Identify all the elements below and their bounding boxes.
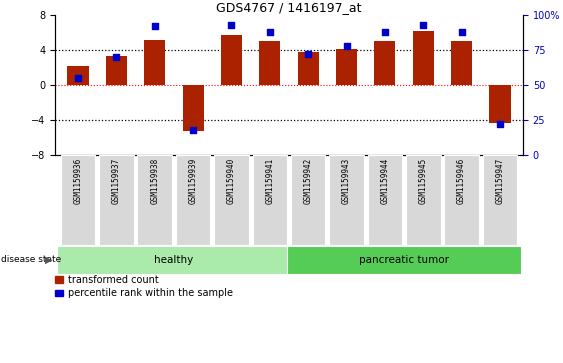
Text: GSM1159947: GSM1159947 [495,158,504,204]
Point [457,29,466,35]
Bar [144,40,166,85]
Legend: transformed count, percentile rank within the sample: transformed count, percentile rank withi… [55,275,233,298]
FancyBboxPatch shape [57,246,291,274]
Text: GSM1159940: GSM1159940 [227,158,236,204]
Text: GSM1159945: GSM1159945 [419,158,428,204]
FancyBboxPatch shape [214,155,249,245]
FancyBboxPatch shape [291,155,325,245]
Title: GDS4767 / 1416197_at: GDS4767 / 1416197_at [216,1,362,14]
Text: GSM1159944: GSM1159944 [381,158,390,204]
Point [303,51,312,57]
FancyBboxPatch shape [61,155,95,245]
Text: GSM1159941: GSM1159941 [265,158,274,204]
Text: GSM1159946: GSM1159946 [457,158,466,204]
Point [74,75,83,81]
Point [419,22,428,28]
Text: ▶: ▶ [44,255,52,265]
Bar [68,66,88,85]
Point [495,121,504,127]
FancyBboxPatch shape [482,155,517,245]
Bar [413,31,434,85]
Point [189,127,198,133]
FancyBboxPatch shape [137,155,172,245]
Bar [221,35,242,85]
Text: GSM1159938: GSM1159938 [150,158,159,204]
Bar [182,85,204,131]
Point [227,22,236,28]
Point [342,43,351,49]
Point [150,23,159,29]
FancyBboxPatch shape [406,155,440,245]
FancyBboxPatch shape [99,155,133,245]
Text: GSM1159942: GSM1159942 [303,158,312,204]
FancyBboxPatch shape [176,155,211,245]
Bar [336,49,357,85]
Text: GSM1159943: GSM1159943 [342,158,351,204]
Bar [106,56,127,85]
FancyBboxPatch shape [253,155,287,245]
Point [112,54,121,60]
Bar [451,41,472,85]
Point [381,29,390,35]
Text: healthy: healthy [154,255,194,265]
Bar [489,85,511,123]
Point [265,29,274,35]
Text: pancreatic tumor: pancreatic tumor [359,255,449,265]
FancyBboxPatch shape [444,155,479,245]
Text: GSM1159939: GSM1159939 [189,158,198,204]
FancyBboxPatch shape [287,246,521,274]
Text: GSM1159937: GSM1159937 [112,158,121,204]
Bar [374,41,395,85]
Bar [298,52,319,85]
FancyBboxPatch shape [329,155,364,245]
Bar [260,41,280,85]
Text: disease state: disease state [1,256,61,265]
FancyBboxPatch shape [368,155,402,245]
Text: GSM1159936: GSM1159936 [74,158,83,204]
